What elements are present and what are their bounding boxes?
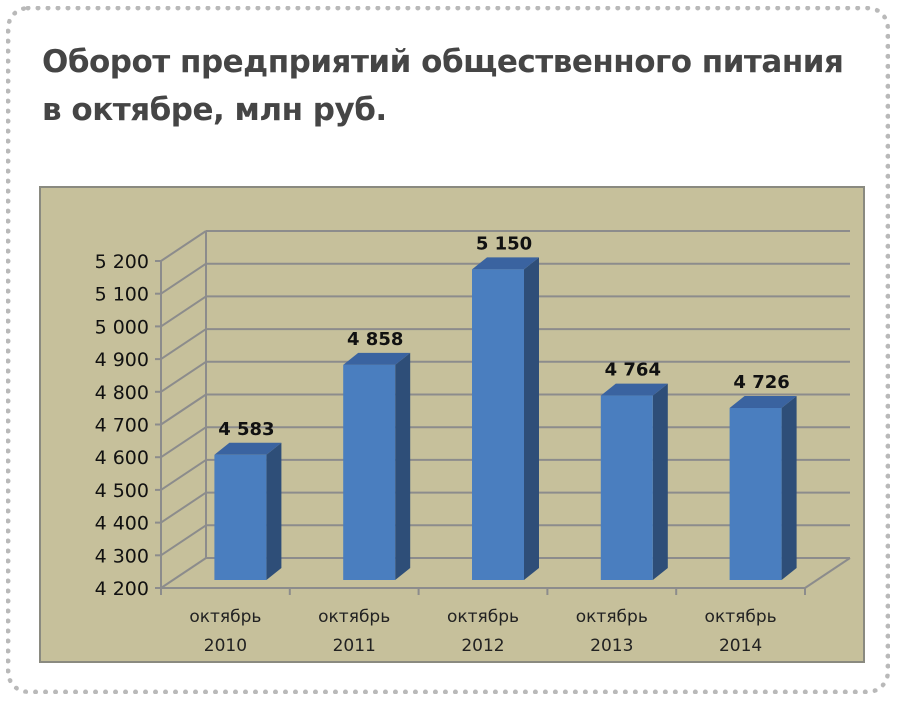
data-label: 4 764	[605, 360, 661, 381]
data-label: 5 150	[476, 233, 532, 254]
gridline-side	[160, 295, 207, 328]
gridline-side	[160, 491, 207, 524]
x-tick-label: октябрь	[447, 607, 519, 627]
bar-top	[472, 257, 539, 270]
floor-edge	[804, 557, 851, 589]
y-tick-label: 4 400	[95, 513, 149, 535]
plot-area	[39, 186, 865, 663]
bar	[600, 395, 653, 580]
y-tick-label: 4 500	[95, 480, 149, 502]
gridline-side	[160, 328, 207, 360]
x-tick-label: октябрь	[189, 607, 261, 627]
x-tick-label: 2011	[333, 636, 376, 656]
bar-top	[729, 395, 797, 408]
gridline-side	[160, 393, 207, 426]
bar	[472, 269, 524, 580]
y-tick-label: 5 200	[95, 251, 149, 273]
bar-side	[266, 442, 282, 580]
data-label: 4 583	[218, 419, 274, 440]
gridline-side	[160, 524, 207, 557]
y-tick-label: 5 100	[95, 284, 149, 306]
y-tick-label: 4 700	[95, 415, 149, 437]
bar-top	[214, 442, 282, 455]
x-tick-label: октябрь	[705, 607, 777, 627]
x-tick-label: октябрь	[576, 607, 648, 627]
y-tick-label: 4 900	[95, 349, 149, 371]
bar-side	[524, 257, 539, 580]
gridline-side	[160, 262, 207, 295]
gridline-side	[160, 459, 207, 491]
dotted-frame	[6, 6, 890, 694]
y-tick-label: 4 300	[95, 545, 149, 567]
title-line-1: Оборот предприятий общественного питания	[42, 44, 844, 80]
x-tick-label: 2012	[461, 636, 504, 656]
bar-side	[395, 352, 411, 580]
bar-side	[781, 395, 797, 580]
data-label: 4 726	[733, 372, 789, 393]
x-tick-label: 2014	[719, 636, 762, 656]
bar	[214, 454, 267, 580]
y-tick-label: 4 600	[95, 447, 149, 469]
bar-side	[652, 383, 668, 580]
bar-top	[600, 383, 668, 396]
data-label: 4 858	[347, 329, 403, 350]
y-tick-label: 4 800	[95, 382, 149, 404]
title-line-2: в октябре, млн руб.	[42, 92, 387, 128]
x-tick-label: 2013	[590, 636, 633, 656]
bar	[729, 407, 782, 580]
gridline-side	[160, 557, 207, 589]
x-tick-label: 2010	[204, 636, 247, 656]
y-tick-label: 4 200	[95, 578, 149, 600]
gridline-side	[160, 230, 207, 262]
x-tick-label: октябрь	[318, 607, 390, 627]
y-tick-label: 5 000	[95, 316, 149, 338]
bar-top	[343, 352, 411, 365]
chart-title: Оборот предприятий общественного питания…	[42, 38, 844, 134]
gridline-side	[160, 426, 207, 459]
bar	[343, 364, 396, 580]
gridline-side	[160, 360, 207, 393]
